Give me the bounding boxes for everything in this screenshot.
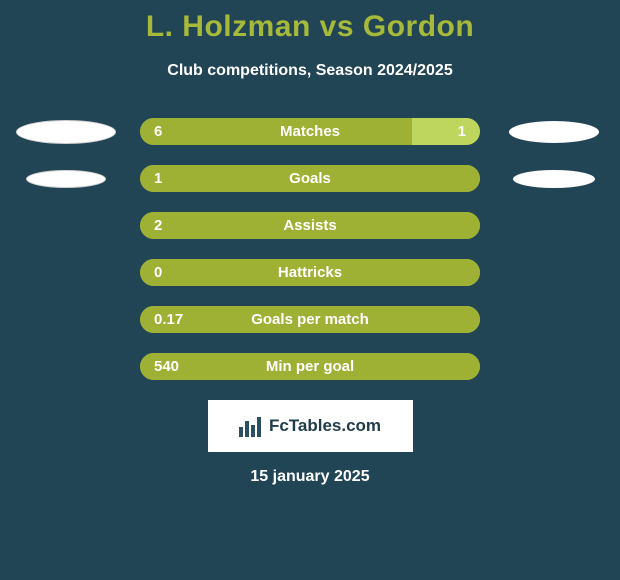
stat-label: Hattricks — [278, 264, 342, 281]
stat-value-right: 1 — [458, 123, 466, 140]
bars-icon — [239, 415, 261, 437]
stat-bar: 1 Goals — [140, 165, 480, 192]
stats-stage: 6 1 Matches 1 Goals 2 Assists 0 Hattricks 0.17 Goa… — [0, 118, 620, 380]
stat-row: 0.17 Goals per match — [0, 306, 620, 333]
ellipse-slot-left — [16, 214, 116, 238]
title-player-right: Gordon — [363, 10, 474, 43]
ellipse-slot-right — [504, 261, 604, 285]
subtitle: Club competitions, Season 2024/2025 — [0, 62, 620, 80]
stat-label: Matches — [280, 123, 340, 140]
player-ellipse-right — [513, 170, 595, 188]
ellipse-slot-left — [16, 120, 116, 144]
stat-value-left: 1 — [154, 170, 162, 187]
stat-bar: 0.17 Goals per match — [140, 306, 480, 333]
source-badge-text: FcTables.com — [269, 416, 381, 436]
ellipse-slot-left — [16, 261, 116, 285]
stat-bar: 6 1 Matches — [140, 118, 480, 145]
ellipse-slot-right — [504, 120, 604, 144]
stat-row: 1 Goals — [0, 165, 620, 192]
stat-value-left: 2 — [154, 217, 162, 234]
player-ellipse-left — [16, 120, 116, 144]
stat-value-left: 0 — [154, 264, 162, 281]
stat-bar: 0 Hattricks — [140, 259, 480, 286]
stat-bar: 2 Assists — [140, 212, 480, 239]
source-badge[interactable]: FcTables.com — [208, 400, 413, 452]
title-player-left: L. Holzman — [146, 10, 311, 43]
stat-value-left: 6 — [154, 123, 162, 140]
stat-label: Assists — [283, 217, 336, 234]
stat-value-left: 540 — [154, 358, 179, 375]
player-ellipse-right — [509, 121, 599, 143]
title-vs: vs — [311, 10, 363, 43]
stat-bar: 540 Min per goal — [140, 353, 480, 380]
ellipse-slot-right — [504, 214, 604, 238]
date-text: 15 january 2025 — [0, 468, 620, 486]
ellipse-slot-right — [504, 308, 604, 332]
ellipse-slot-left — [16, 355, 116, 379]
stat-label: Goals — [289, 170, 331, 187]
stat-label: Min per goal — [266, 358, 354, 375]
page-title: L. Holzman vs Gordon — [0, 10, 620, 44]
ellipse-slot-left — [16, 167, 116, 191]
ellipse-slot-left — [16, 308, 116, 332]
ellipse-slot-right — [504, 167, 604, 191]
stat-row: 540 Min per goal — [0, 353, 620, 380]
bar-fill-right — [412, 118, 480, 145]
ellipse-slot-right — [504, 355, 604, 379]
bar-fill-left — [140, 118, 412, 145]
comparison-card: L. Holzman vs Gordon Club competitions, … — [0, 0, 620, 580]
stat-row: 6 1 Matches — [0, 118, 620, 145]
stat-value-left: 0.17 — [154, 311, 183, 328]
player-ellipse-left — [26, 170, 106, 188]
stat-label: Goals per match — [251, 311, 369, 328]
stat-row: 2 Assists — [0, 212, 620, 239]
stat-row: 0 Hattricks — [0, 259, 620, 286]
